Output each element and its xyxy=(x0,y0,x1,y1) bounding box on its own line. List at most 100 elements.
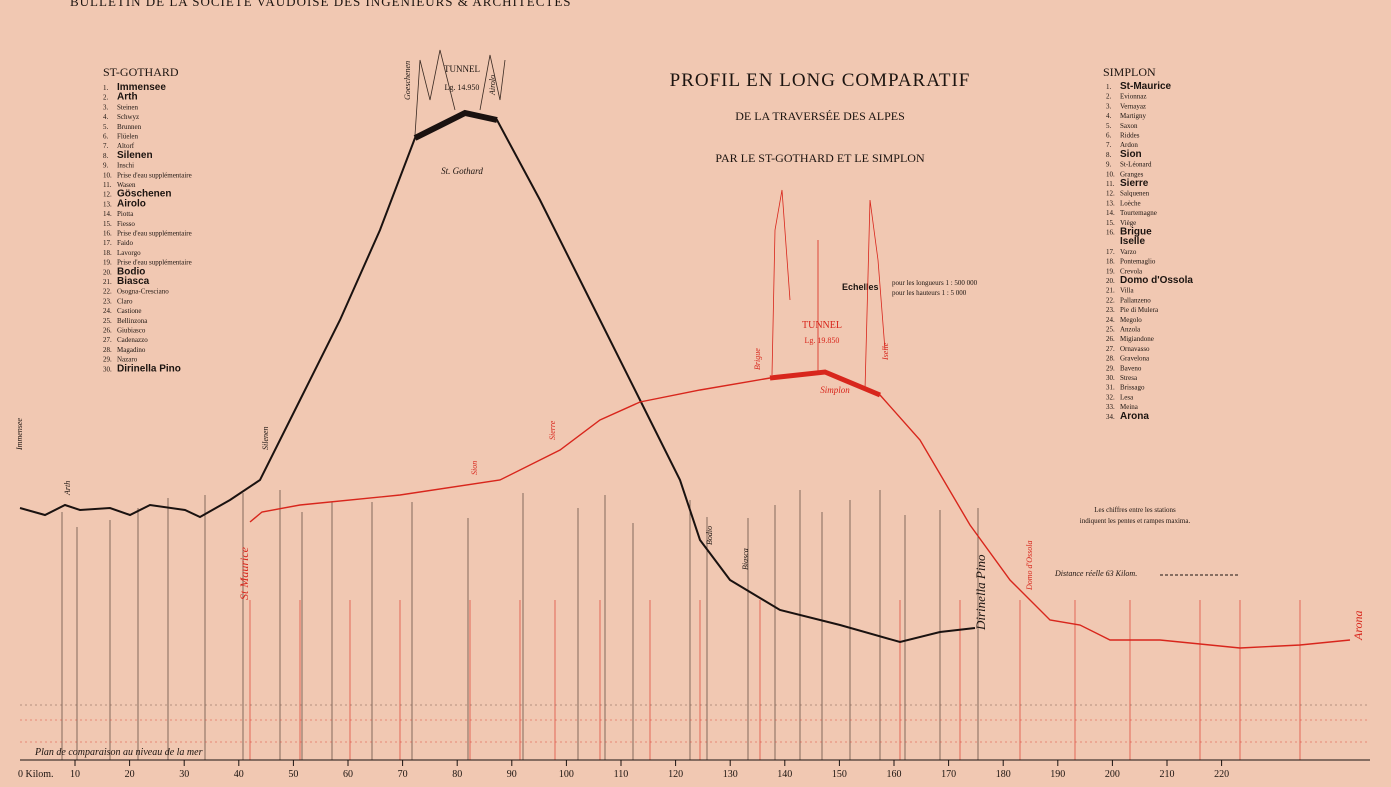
page: { "header": {"text": "BULLETIN DE LA SOC… xyxy=(0,0,1391,787)
station-name: Cadenazzo xyxy=(117,336,148,344)
station-name: Gravelona xyxy=(1120,355,1150,363)
station-number: 21. xyxy=(1106,287,1115,295)
station-label: Sion xyxy=(470,461,479,475)
station-name: Piotta xyxy=(117,210,134,218)
station-number: 33. xyxy=(1106,403,1115,411)
station-number: 6. xyxy=(1106,132,1112,140)
station-number: 22. xyxy=(103,288,112,296)
axis-tick-label: 210 xyxy=(1160,769,1175,780)
subtitle: DE LA TRAVERSÉE DES ALPES xyxy=(735,109,905,123)
station-number: 2. xyxy=(103,94,109,102)
station-name: St-Maurice xyxy=(1120,81,1172,92)
axis-tick-label: 70 xyxy=(398,769,408,780)
station-label: Immensee xyxy=(15,418,24,451)
station-number: 20. xyxy=(1106,277,1115,285)
axis-tick-label: 110 xyxy=(614,769,629,780)
station-name: Iselle xyxy=(1120,236,1145,247)
station-number: 26. xyxy=(1106,335,1115,343)
station-number: 17. xyxy=(103,239,112,247)
station-label: Iselle xyxy=(881,342,890,361)
station-number: 32. xyxy=(1106,393,1115,401)
station-number: 1. xyxy=(103,84,109,92)
subtitle: PAR LE ST-GOTHARD ET LE SIMPLON xyxy=(715,151,925,165)
station-number: 30. xyxy=(103,365,112,373)
axis-tick-label: 140 xyxy=(777,769,792,780)
axis-tick-label: 60 xyxy=(343,769,353,780)
station-name: St-Léonard xyxy=(1120,161,1152,169)
axis-tick-label: 200 xyxy=(1105,769,1120,780)
station-label: Arona xyxy=(1351,610,1365,641)
station-label: Arth xyxy=(63,481,72,496)
axis-tick-label: 170 xyxy=(941,769,956,780)
axis-tick-label: 160 xyxy=(887,769,902,780)
station-name: Stresa xyxy=(1120,374,1138,382)
station-name: Sierre xyxy=(1120,178,1149,189)
note: indiquent les pentes et rampes maxima. xyxy=(1080,517,1191,525)
station-number: 31. xyxy=(1106,384,1115,392)
station-name: Claro xyxy=(117,297,133,305)
pass-label: Simplon xyxy=(820,385,850,395)
station-name: Lavorgo xyxy=(117,249,141,257)
tunnel-length: Lg. 19.850 xyxy=(805,336,840,345)
station-name: Magadino xyxy=(117,346,146,354)
axis-tick-label: 220 xyxy=(1214,769,1229,780)
tunnel-label: TUNNEL xyxy=(444,64,480,74)
pass-label: St. Gothard xyxy=(441,166,483,176)
paper xyxy=(0,0,1391,787)
list-heading: SIMPLON xyxy=(1103,65,1156,79)
station-number: 16. xyxy=(103,230,112,238)
station-number: 8. xyxy=(103,152,109,160)
station-name: Prise d'eau supplémentaire xyxy=(117,171,192,179)
station-name: Migiandone xyxy=(1120,335,1154,343)
station-name: Fiesso xyxy=(117,220,135,228)
axis-tick-label: 90 xyxy=(507,769,517,780)
distance-note: Distance réelle 63 Kilom. xyxy=(1054,569,1137,578)
scale-line: pour les longueurs 1 : 500 000 xyxy=(892,279,978,287)
station-number: 7. xyxy=(1106,141,1112,149)
station-number: 9. xyxy=(1106,161,1112,169)
station-label: Biasca xyxy=(741,548,750,570)
station-number: 25. xyxy=(1106,326,1115,334)
station-number: 12. xyxy=(1106,190,1115,198)
station-number: 11. xyxy=(103,181,112,189)
header: BULLETIN DE LA SOCIÉTÉ VAUDOISE DES INGÉ… xyxy=(70,0,572,9)
station-name: Tourtemagne xyxy=(1120,209,1157,217)
station-number: 25. xyxy=(103,317,112,325)
station-name: Saxon xyxy=(1120,122,1138,130)
station-name: Evionnaz xyxy=(1120,93,1146,101)
station-label: St Maurice xyxy=(237,546,251,600)
axis-tick-label: 40 xyxy=(234,769,244,780)
axis-tick-label: 80 xyxy=(452,769,462,780)
station-name: Arth xyxy=(117,92,138,103)
station-name: Airolo xyxy=(117,198,146,209)
station-label: Goeschenen xyxy=(403,61,412,100)
station-number: 14. xyxy=(1106,209,1115,217)
axis-tick-label: 120 xyxy=(668,769,683,780)
station-label: Dirinella Pino xyxy=(973,554,988,631)
station-name: Villa xyxy=(1120,287,1134,295)
station-number: 29. xyxy=(103,356,112,364)
station-name: Pontemaglio xyxy=(1120,258,1156,266)
station-name: Varzo xyxy=(1120,248,1137,256)
station-number: 23. xyxy=(1106,306,1115,314)
station-number: 4. xyxy=(103,113,109,121)
station-name: Steinen xyxy=(117,103,138,111)
station-number: 19. xyxy=(1106,267,1115,275)
station-number: 28. xyxy=(103,346,112,354)
axis-tick-label: 130 xyxy=(723,769,738,780)
station-label: Silenen xyxy=(261,426,270,450)
station-number: 29. xyxy=(1106,364,1115,372)
axis-tick-label: 100 xyxy=(559,769,574,780)
station-number: 17. xyxy=(1106,248,1115,256)
station-name: Giubiasco xyxy=(117,327,146,335)
station-number: 22. xyxy=(1106,296,1115,304)
station-number: 16. xyxy=(1106,229,1115,237)
axis-tick-label: 50 xyxy=(288,769,298,780)
station-number: 23. xyxy=(103,297,112,305)
axis-tick-label: 30 xyxy=(179,769,189,780)
station-name: Salquenen xyxy=(1120,190,1150,198)
station-name: Sion xyxy=(1120,149,1142,160)
station-number: 27. xyxy=(103,336,112,344)
station-number: 4. xyxy=(1106,112,1112,120)
station-label: Domo d'Ossola xyxy=(1025,541,1034,592)
